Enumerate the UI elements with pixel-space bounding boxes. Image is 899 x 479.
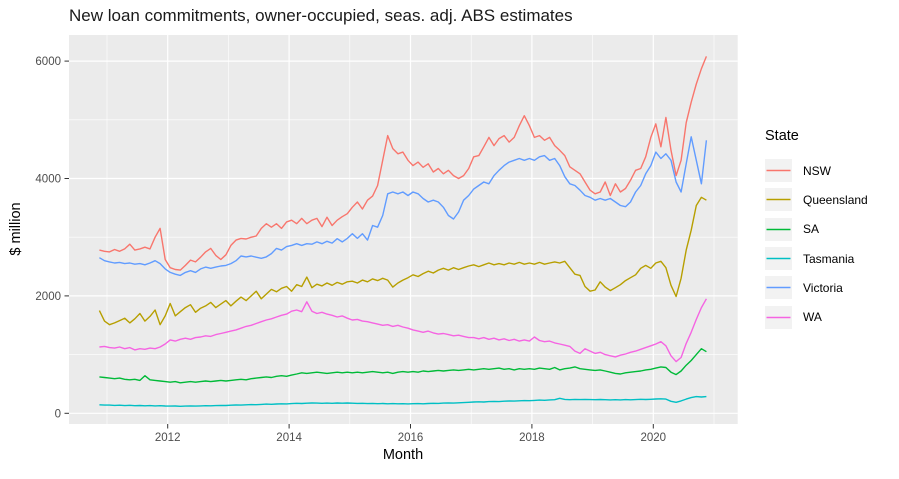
legend-item-label: Queensland [803, 192, 868, 207]
legend-key-tasmania [765, 247, 792, 271]
legend-key-wa [765, 305, 792, 329]
panel-background [69, 35, 738, 424]
x-tick-label: 2018 [519, 432, 545, 444]
series-line-queensland [98, 196, 707, 326]
y-tick-label: 2000 [35, 291, 61, 303]
y-tick-label: 0 [55, 408, 61, 420]
x-tick-label: 2016 [398, 432, 424, 444]
legend-key-sa [765, 217, 792, 241]
legend-item-nsw: NSW [765, 156, 868, 185]
series-line-nsw [99, 56, 708, 271]
legend-item-label: WA [803, 310, 822, 325]
legend-key-queensland [765, 188, 792, 212]
legend-item-label: SA [803, 222, 820, 237]
legend-line-icon [766, 169, 791, 172]
x-tick-label: 2014 [276, 432, 302, 444]
legend-items: NSW Queensland SA Tasmania Victoria WA [765, 156, 868, 332]
series-line-tasmania [99, 395, 707, 407]
legend-item-tasmania: Tasmania [765, 244, 868, 273]
legend: State NSW Queensland SA Tasmania Victoria WA [765, 128, 868, 332]
series-line-victoria [99, 136, 708, 277]
y-axis-title: $ million [8, 202, 24, 256]
x-axis-title: Month [382, 447, 424, 463]
x-tick-label: 2012 [155, 432, 181, 444]
legend-line-icon [766, 228, 791, 231]
legend-item-label: NSW [803, 163, 831, 178]
y-tick-label: 4000 [35, 174, 61, 186]
x-tick-label: 2020 [641, 432, 667, 444]
y-tick-label: 6000 [35, 56, 61, 68]
legend-item-wa: WA [765, 302, 868, 331]
legend-item-label: Victoria [803, 280, 843, 295]
chart-title: New loan commitments, owner-occupied, se… [69, 6, 573, 25]
legend-item-sa: SA [765, 215, 868, 244]
legend-line-icon [766, 287, 791, 289]
legend-line-icon [766, 257, 791, 260]
legend-item-queensland: Queensland [765, 185, 868, 214]
legend-item-label: Tasmania [803, 251, 855, 266]
legend-key-victoria [765, 276, 792, 300]
legend-line-icon [766, 199, 791, 201]
legend-key-nsw [765, 159, 792, 183]
series-line-sa [99, 348, 707, 384]
series-line-wa [99, 298, 708, 363]
legend-line-icon [766, 316, 791, 318]
legend-title: State [765, 128, 799, 144]
legend-item-victoria: Victoria [765, 273, 868, 302]
